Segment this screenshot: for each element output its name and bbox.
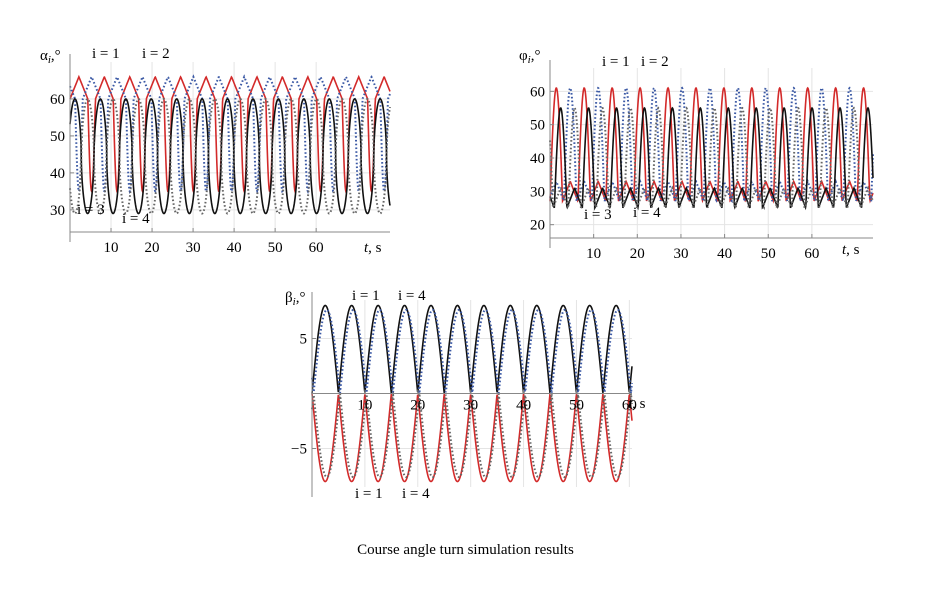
x-tick-label: 40	[227, 240, 242, 256]
x-tick-label: 10	[357, 398, 372, 414]
beta-annotation-top-i1: i = 1	[352, 288, 380, 304]
figure-caption: Course angle turn simulation results	[357, 542, 574, 558]
series-line-2	[311, 392, 633, 483]
phi-annotation-i1: i = 1	[602, 54, 630, 70]
x-tick-label: 40	[516, 398, 531, 414]
x-tick-label: 20	[410, 398, 425, 414]
y-tick-label: 60	[50, 92, 65, 108]
series-line-3	[549, 106, 874, 212]
beta-annotation-bottom-i4: i = 4	[402, 486, 430, 502]
beta-annotation-bottom-i1: i = 1	[355, 486, 383, 502]
y-tick-label: 40	[530, 151, 545, 167]
phi-annotation-i3: i = 3	[584, 207, 612, 223]
beta-ylabel: βi,°	[285, 290, 305, 308]
x-tick-label: 10	[104, 240, 119, 256]
beta-ticks: 10 20 30 40 50 60 5 −5	[291, 332, 637, 458]
x-tick-label: 40	[717, 246, 732, 262]
x-tick-label: 10	[586, 246, 601, 262]
y-tick-label: 30	[530, 184, 545, 200]
series-line-1	[69, 74, 391, 195]
alpha-ylabel: αi,°	[40, 48, 61, 66]
series-line-0	[549, 86, 874, 204]
series-line-3	[311, 391, 633, 479]
phi-annotation-i2: i = 2	[641, 54, 669, 70]
alpha-ticks: 10 20 30 40 50 60 30 40 50 60	[50, 92, 324, 256]
alpha-annotation-i4: i = 4	[122, 211, 150, 227]
alpha-annotation-i1: i = 1	[92, 46, 120, 62]
y-tick-label: 60	[530, 84, 545, 100]
x-tick-label: 60	[804, 246, 819, 262]
beta-annotation-top-i4: i = 4	[398, 288, 426, 304]
x-tick-label: 30	[463, 398, 478, 414]
series-line-2	[549, 106, 874, 211]
phi-series	[549, 86, 874, 212]
phi-annotation-i4: i = 4	[633, 205, 661, 221]
series-line-2	[69, 98, 391, 215]
phi-ylabel: φi,°	[519, 48, 540, 66]
y-tick-label: 50	[530, 118, 545, 134]
beta-series	[311, 304, 633, 483]
series-line-3	[69, 97, 391, 215]
series-line-1	[549, 86, 874, 205]
x-tick-label: 30	[186, 240, 201, 256]
x-tick-label: 60	[309, 240, 324, 256]
alpha-axes	[69, 54, 390, 242]
x-tick-label: 30	[673, 246, 688, 262]
x-tick-label: 50	[761, 246, 776, 262]
x-tick-label: 20	[630, 246, 645, 262]
x-tick-label: 50	[268, 240, 283, 256]
y-tick-label: 40	[50, 166, 65, 182]
alpha-xlabel: t, s	[364, 240, 382, 256]
y-tick-label: 30	[50, 203, 65, 219]
x-tick-label: 50	[569, 398, 584, 414]
alpha-annotation-i3: i = 3	[77, 202, 105, 218]
x-tick-label: 60	[622, 398, 637, 414]
beta-xlabel: t, s	[628, 396, 646, 412]
series-line-1	[311, 308, 633, 396]
alpha-annotation-i2: i = 2	[142, 46, 170, 62]
y-tick-label: −5	[291, 442, 307, 458]
series-line-0	[311, 304, 633, 395]
x-tick-label: 20	[145, 240, 160, 256]
alpha-series	[69, 74, 391, 215]
y-tick-label: 50	[50, 129, 65, 145]
y-tick-label: 5	[300, 332, 308, 348]
phi-ticks: 10 20 30 40 50 60 20 30 40 50 60	[530, 84, 819, 262]
y-tick-label: 20	[530, 218, 545, 234]
phi-xlabel: t, s	[842, 242, 860, 258]
